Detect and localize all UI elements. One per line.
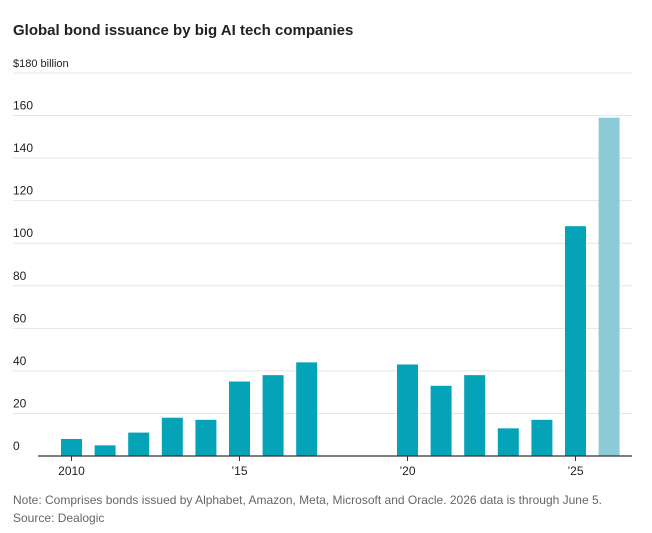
- x-axis: [38, 455, 632, 461]
- bar-2017: [296, 362, 318, 456]
- y-tick-label-20: 20: [13, 396, 27, 410]
- bar-2012: [128, 432, 150, 456]
- chart-title: Global bond issuance by big AI tech comp…: [13, 22, 354, 39]
- x-axis-labels: 2010 ’15 ’20 ’25: [58, 464, 584, 478]
- bars: [61, 117, 620, 456]
- x-tick-label-2010: 2010: [58, 464, 85, 478]
- bar-2023: [497, 428, 519, 456]
- y-tick-label-120: 120: [13, 184, 33, 198]
- bar-2015: [229, 381, 250, 456]
- bar-2010: [61, 438, 82, 456]
- x-tick-label-2020: ’20: [399, 464, 415, 478]
- bar-2022: [464, 375, 486, 456]
- y-axis-labels: 0 20 40 60 80 100 120 140 160 $180 billion: [13, 58, 69, 453]
- bar-2025: [565, 226, 586, 456]
- y-tick-label-40: 40: [13, 354, 27, 368]
- bar-2016: [262, 375, 284, 456]
- bar-2014: [195, 419, 217, 456]
- bar-2026: [598, 117, 620, 456]
- y-tick-label-0: 0: [13, 439, 20, 453]
- y-tick-label-140: 140: [13, 141, 33, 155]
- bar-2013: [161, 417, 183, 456]
- bar-2020: [397, 364, 418, 456]
- bar-2021: [430, 385, 452, 456]
- y-tick-label-80: 80: [13, 269, 27, 283]
- y-tick-label-60: 60: [13, 311, 27, 325]
- gridlines: [13, 72, 632, 414]
- y-tick-label-180: $180 billion: [13, 58, 69, 70]
- y-tick-label-160: 160: [13, 99, 33, 113]
- chart-footnote: Note: Comprises bonds issued by Alphabet…: [13, 491, 602, 527]
- note-text: Note: Comprises bonds issued by Alphabet…: [13, 493, 602, 507]
- x-tick-label-2015: ’15: [231, 464, 247, 478]
- y-tick-label-100: 100: [13, 226, 33, 240]
- x-tick-label-2025: ’25: [567, 464, 583, 478]
- bar-2024: [531, 419, 553, 456]
- source-text: Source: Dealogic: [13, 511, 105, 525]
- bar-2011: [94, 445, 116, 456]
